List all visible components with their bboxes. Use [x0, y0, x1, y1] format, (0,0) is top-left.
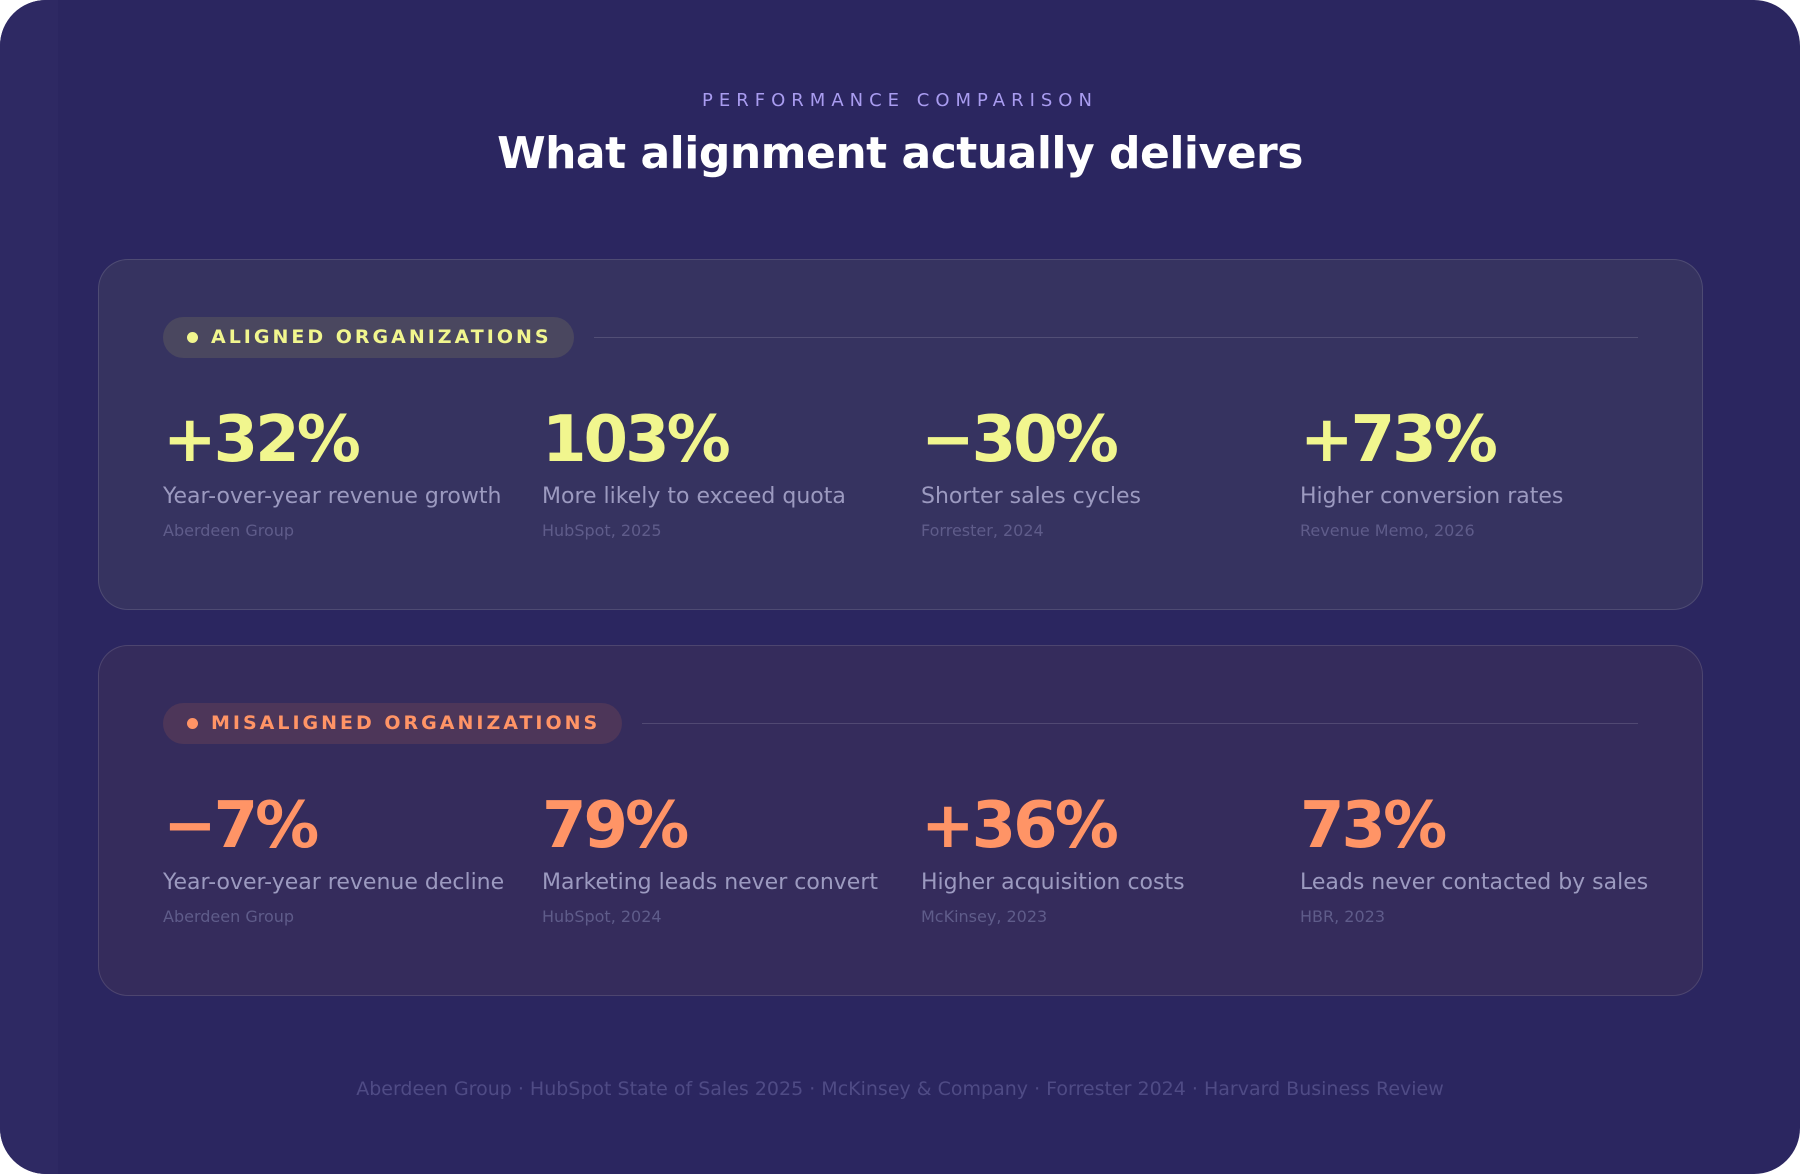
eyebrow: PERFORMANCE COMPARISON [702, 90, 1098, 111]
stat: 103% More likely to exceed quota HubSpot, … [542, 400, 912, 540]
stat-value: +36% [921, 789, 1119, 863]
stat-source: Revenue Memo, 2026 [1300, 521, 1475, 540]
group-card: ALIGNED ORGANIZATIONS +32% Year-over-year … [98, 259, 1703, 610]
stat-label: Higher conversion rates [1300, 484, 1564, 509]
stat-label: Leads never contacted by sales [1300, 870, 1649, 895]
stat: −30% Shorter sales cycles Forrester, 2024 [921, 400, 1291, 540]
group-label: ALIGNED ORGANIZATIONS [163, 317, 574, 358]
stat: 73% Leads never contacted by sales HBR, 20… [1300, 786, 1670, 926]
stat-source: Aberdeen Group [163, 907, 295, 926]
stat-label: Year-over-year revenue decline [163, 870, 505, 895]
stat: −7% Year-over-year revenue decline Aberdee… [163, 786, 533, 926]
divider [642, 723, 1638, 724]
stat-label: Higher acquisition costs [921, 870, 1185, 895]
stat-source: Aberdeen Group [163, 521, 295, 540]
stat-value: +73% [1300, 403, 1498, 477]
group-card: MISALIGNED ORGANIZATIONS −7% Year-over-yea… [98, 645, 1703, 996]
stat-value: 79% [542, 789, 689, 863]
group-label: MISALIGNED ORGANIZATIONS [163, 703, 623, 744]
stat-value: 103% [542, 403, 731, 477]
stat-source: McKinsey, 2023 [921, 907, 1048, 926]
stat: 79% Marketing leads never convert HubSpot,… [542, 786, 912, 926]
footer: Aberdeen Group · HubSpot State of Sales … [356, 1078, 1444, 1100]
title: What alignment actually delivers [497, 128, 1303, 179]
stat-source: HubSpot, 2024 [542, 907, 662, 926]
stat-value: −30% [921, 403, 1119, 477]
stat: +32% Year-over-year revenue growth Aberdee… [163, 400, 533, 540]
stat: +73% Higher conversion rates Revenue Memo,… [1300, 400, 1670, 540]
divider [594, 337, 1638, 338]
stat-label: More likely to exceed quota [542, 484, 846, 509]
side-strip [0, 0, 58, 1174]
stat-source: HBR, 2023 [1300, 907, 1386, 926]
stat-label: Year-over-year revenue growth [163, 484, 502, 509]
stat-source: Forrester, 2024 [921, 521, 1044, 540]
stat-value: +32% [163, 403, 361, 477]
stat-label: Marketing leads never convert [542, 870, 878, 895]
stat: +36% Higher acquisition costs McKinsey, 20… [921, 786, 1291, 926]
stat-value: 73% [1300, 789, 1447, 863]
stat-label: Shorter sales cycles [921, 484, 1141, 509]
stat-source: HubSpot, 2025 [542, 521, 662, 540]
stat-value: −7% [163, 789, 319, 863]
